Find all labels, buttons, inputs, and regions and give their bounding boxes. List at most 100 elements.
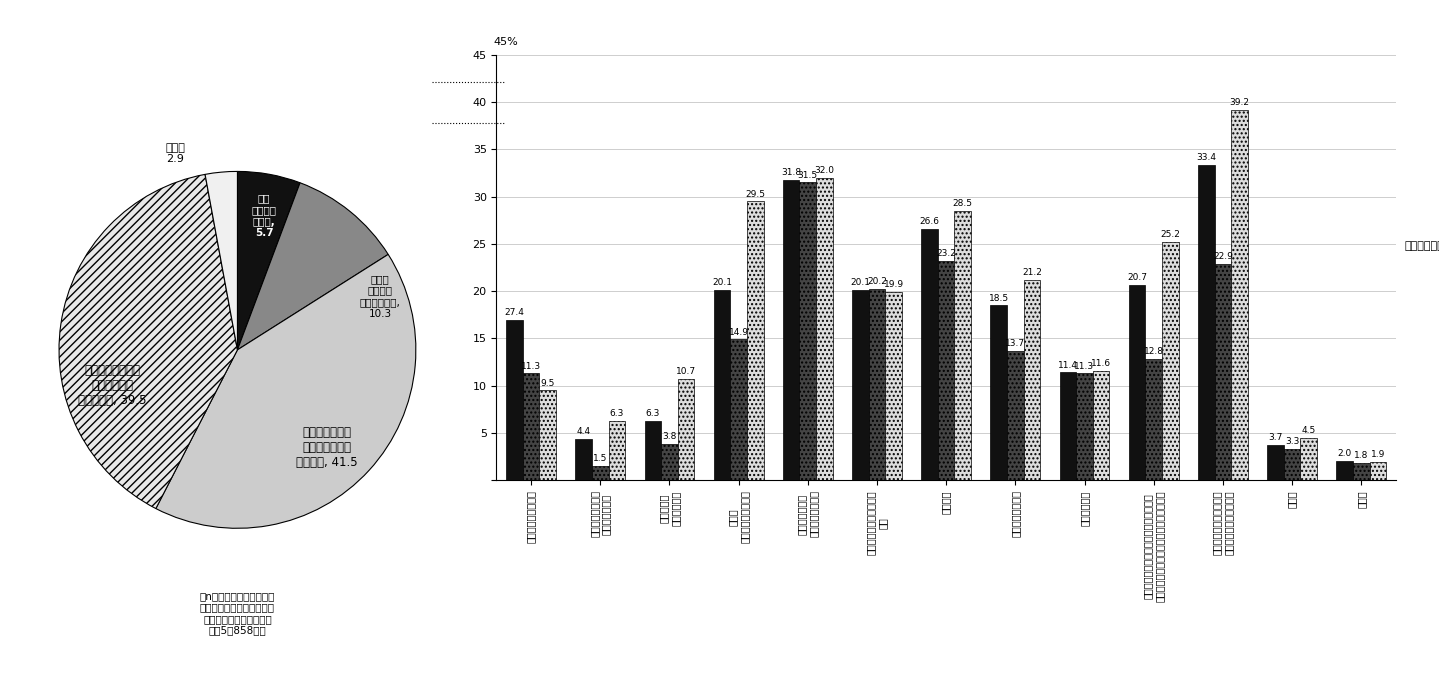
Bar — [1268, 445, 1284, 480]
Bar — [1128, 285, 1145, 480]
Bar — [747, 202, 764, 480]
Bar — [1092, 370, 1109, 480]
Text: 2.0: 2.0 — [1337, 449, 1351, 458]
Text: 食堂、更衣室など
施設の利用関係: 食堂、更衣室など 施設の利用関係 — [590, 490, 612, 538]
Wedge shape — [206, 172, 237, 350]
Text: 10.7: 10.7 — [676, 367, 696, 376]
Text: 19.9: 19.9 — [884, 281, 904, 289]
Bar — [800, 182, 816, 480]
Bar — [661, 445, 678, 480]
Text: 見直し予定はない
（現状通りで
問題ない）, 39.5: 見直し予定はない （現状通りで 問題ない）, 39.5 — [78, 364, 147, 407]
Text: 26.6: 26.6 — [920, 217, 940, 226]
Text: （複数回答）: （複数回答） — [1404, 241, 1439, 251]
Text: 11.3: 11.3 — [521, 362, 541, 370]
Text: 今後の
見直しを
検討している,
10.3: 今後の 見直しを 検討している, 10.3 — [360, 274, 400, 319]
Text: 25.2: 25.2 — [1160, 230, 1180, 239]
Text: 1.8: 1.8 — [1354, 451, 1368, 460]
Bar — [1007, 351, 1023, 480]
Bar — [576, 438, 591, 480]
Bar — [522, 373, 540, 480]
Text: 無回答: 無回答 — [1356, 490, 1366, 508]
Bar — [1370, 462, 1386, 480]
Bar — [921, 229, 938, 480]
Bar — [1023, 280, 1040, 480]
Bar — [885, 292, 902, 480]
Bar — [507, 320, 522, 480]
Text: 有期・無期契約労働者間
の職務等の違いの明確化: 有期・無期契約労働者間 の職務等の違いの明確化 — [1212, 490, 1233, 555]
Bar — [1353, 463, 1370, 480]
Text: 21.2: 21.2 — [1022, 268, 1042, 277]
Text: 無回答
2.9: 無回答 2.9 — [165, 143, 186, 165]
Bar — [1076, 373, 1092, 480]
Text: 有給・
特別休暇の付与関係: 有給・ 特別休暇の付与関係 — [728, 490, 750, 543]
Text: 4.5: 4.5 — [1301, 426, 1315, 435]
Bar — [816, 178, 833, 480]
Text: 13.7: 13.7 — [1006, 339, 1026, 348]
Text: 32.0: 32.0 — [814, 166, 835, 175]
Bar — [1059, 372, 1076, 480]
Text: 39.2: 39.2 — [1229, 98, 1249, 107]
Text: 18.5: 18.5 — [989, 294, 1009, 303]
Bar — [1301, 438, 1317, 480]
Text: 1.5: 1.5 — [593, 454, 607, 463]
Text: 12.8: 12.8 — [1144, 347, 1164, 357]
Wedge shape — [237, 172, 301, 350]
Bar — [1284, 449, 1301, 480]
Text: 見直しを行うか
どうかを含めて
方針未定, 41.5: 見直しを行うか どうかを含めて 方針未定, 41.5 — [296, 427, 357, 469]
Text: 31.5: 31.5 — [797, 171, 817, 180]
Text: 22.9: 22.9 — [1213, 252, 1233, 261]
Bar — [1163, 242, 1179, 480]
Bar — [1215, 263, 1232, 480]
Text: 20.1: 20.1 — [850, 279, 871, 287]
Text: 29.5: 29.5 — [745, 189, 766, 198]
Text: 20.2: 20.2 — [868, 277, 886, 287]
Text: 20.1: 20.1 — [712, 279, 732, 287]
Text: 3.3: 3.3 — [1285, 437, 1299, 446]
Text: 11.4: 11.4 — [1058, 361, 1078, 370]
Bar — [714, 290, 730, 480]
Text: 有期契約労働者の比較対象となる無期契
約労働者（正社員等）の労働条件の見直し: 有期契約労働者の比較対象となる無期契 約労働者（正社員等）の労働条件の見直し — [1143, 490, 1164, 602]
Text: 20.7: 20.7 — [1127, 273, 1147, 282]
Bar — [954, 211, 971, 480]
Wedge shape — [237, 182, 389, 350]
Text: 通勤手当の支給関係: 通勤手当の支給関係 — [527, 490, 537, 543]
Text: 9.5: 9.5 — [541, 379, 555, 388]
Text: 6.3: 6.3 — [610, 409, 625, 418]
Bar — [678, 379, 694, 480]
Text: （n＝フルタイム契約労働
者あるいはパートタイム契
約労働者を雇用している
企業5，858社）: （n＝フルタイム契約労働 者あるいはパートタイム契 約労働者を雇用している 企業… — [200, 591, 275, 635]
Bar — [540, 390, 555, 480]
Text: 23.2: 23.2 — [937, 249, 955, 258]
Wedge shape — [155, 255, 416, 528]
Bar — [645, 421, 661, 480]
Text: 3.7: 3.7 — [1268, 434, 1282, 442]
Text: 3.8: 3.8 — [662, 432, 676, 442]
Text: 賞与関係: 賞与関係 — [941, 490, 951, 514]
Text: 1.9: 1.9 — [1371, 451, 1384, 460]
Text: 28.5: 28.5 — [953, 199, 973, 208]
Text: 既に
見直しを
行った,
5.7: 既に 見直しを 行った, 5.7 — [252, 193, 276, 239]
Bar — [852, 290, 869, 480]
Bar — [1197, 165, 1215, 480]
Text: その他: その他 — [1286, 490, 1297, 508]
Text: 教育訓練関係: 教育訓練関係 — [1079, 490, 1089, 525]
Bar — [730, 340, 747, 480]
Bar — [990, 305, 1007, 480]
Bar — [938, 261, 954, 480]
Text: 14.9: 14.9 — [728, 327, 748, 337]
Text: 11.3: 11.3 — [1075, 362, 1095, 370]
Bar — [783, 180, 800, 480]
Text: 諸手当（通勤手当以外）
関係: 諸手当（通勤手当以外） 関係 — [866, 490, 888, 555]
Text: 31.8: 31.8 — [781, 168, 802, 177]
Text: 基本給（月給・
時間給など）関係: 基本給（月給・ 時間給など）関係 — [797, 490, 819, 538]
Bar — [1232, 110, 1248, 480]
Text: 33.4: 33.4 — [1196, 153, 1216, 162]
Text: 安全管理・
災害補償関係: 安全管理・ 災害補償関係 — [659, 490, 681, 525]
Text: 4.4: 4.4 — [577, 427, 590, 436]
Text: 退職金の支給関係: 退職金の支給関係 — [1010, 490, 1020, 538]
Bar — [1337, 461, 1353, 480]
Text: 6.3: 6.3 — [646, 409, 661, 418]
Text: 45%: 45% — [494, 37, 518, 47]
Bar — [591, 466, 609, 480]
Bar — [1145, 359, 1163, 480]
Text: 11.6: 11.6 — [1091, 359, 1111, 368]
